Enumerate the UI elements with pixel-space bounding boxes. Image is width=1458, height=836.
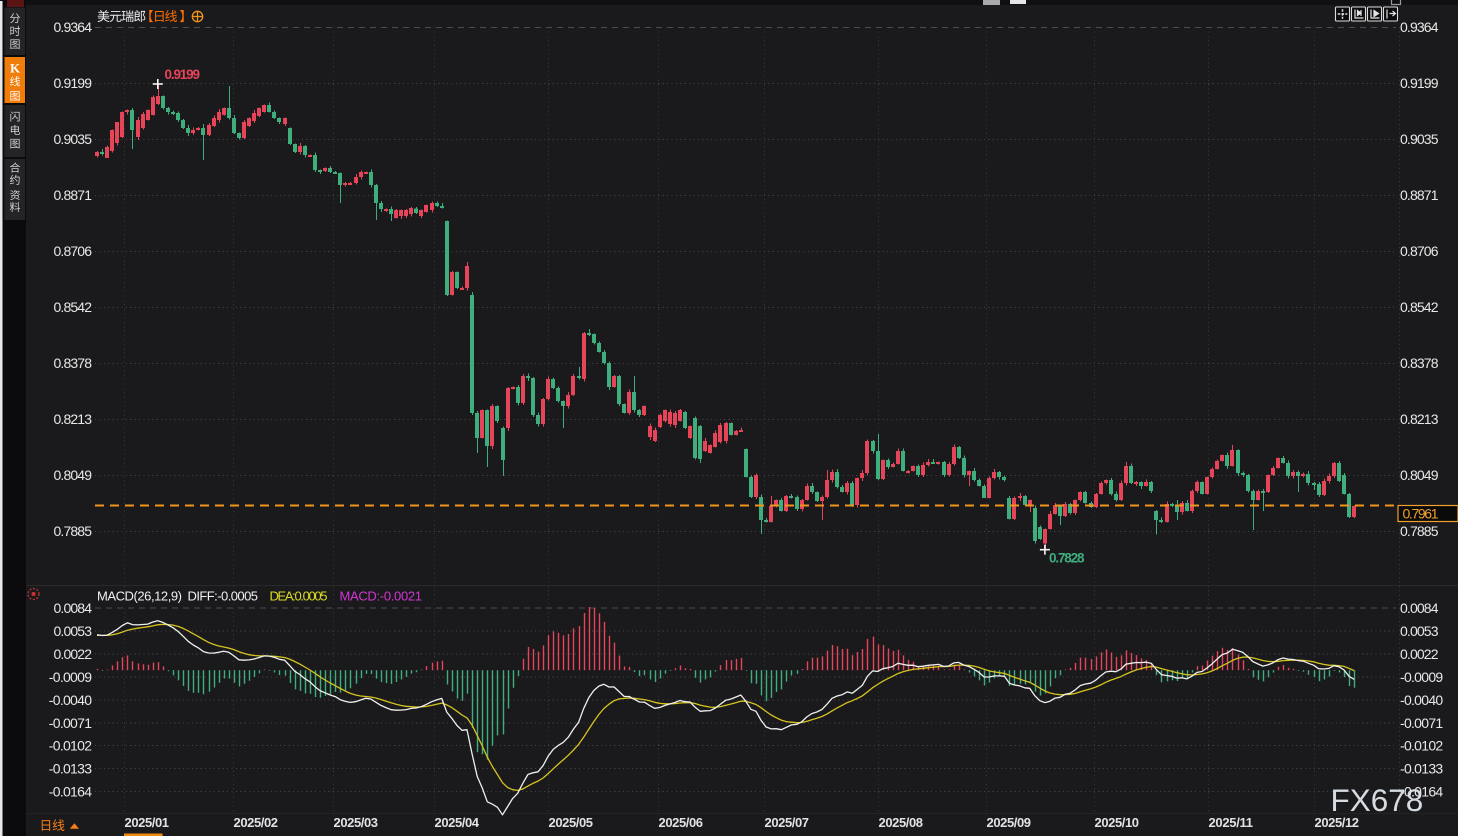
- svg-text:0.0022: 0.0022: [54, 646, 93, 662]
- svg-text:-0.0009: -0.0009: [1400, 669, 1443, 685]
- svg-text:0.8049: 0.8049: [54, 467, 93, 483]
- svg-text:0.9199: 0.9199: [165, 67, 201, 82]
- svg-text:2025/08: 2025/08: [879, 815, 924, 830]
- svg-text:-0.0009: -0.0009: [49, 669, 92, 685]
- svg-text:0.8542: 0.8542: [1400, 299, 1439, 315]
- svg-text:2025/04: 2025/04: [435, 815, 480, 830]
- svg-text:0.8378: 0.8378: [54, 355, 93, 371]
- svg-text:0.8213: 0.8213: [54, 411, 93, 427]
- svg-text:0.7885: 0.7885: [54, 523, 93, 539]
- svg-text:-0.0133: -0.0133: [49, 761, 92, 777]
- svg-text:0.9035: 0.9035: [1400, 131, 1439, 147]
- svg-text:0.8378: 0.8378: [1400, 355, 1439, 371]
- svg-text:MACD(26,12,9): MACD(26,12,9): [97, 589, 182, 604]
- svg-text:0.7828: 0.7828: [1049, 551, 1085, 566]
- svg-text:0.8706: 0.8706: [1400, 243, 1439, 259]
- svg-text:2025/12: 2025/12: [1315, 815, 1360, 830]
- svg-text:DEA:0.0005: DEA:0.0005: [270, 589, 328, 604]
- svg-text:0.9364: 0.9364: [54, 19, 93, 35]
- svg-text:2025/02: 2025/02: [234, 815, 279, 830]
- svg-text:0.8049: 0.8049: [1400, 467, 1439, 483]
- svg-text:-0.0040: -0.0040: [49, 692, 92, 708]
- svg-text:0.8871: 0.8871: [54, 187, 93, 203]
- svg-text:0.8706: 0.8706: [54, 243, 93, 259]
- svg-text:-0.0164: -0.0164: [1400, 784, 1443, 800]
- svg-text:0.9364: 0.9364: [1400, 19, 1439, 35]
- svg-text:K: K: [10, 61, 21, 76]
- svg-text:2025/10: 2025/10: [1095, 815, 1140, 830]
- svg-text:0.0084: 0.0084: [54, 600, 93, 616]
- svg-text:FX678: FX678: [1331, 782, 1424, 818]
- svg-text:-0.0133: -0.0133: [1400, 761, 1443, 777]
- svg-text:2025/06: 2025/06: [659, 815, 704, 830]
- svg-text:2025/05: 2025/05: [549, 815, 594, 830]
- svg-text:0.7961: 0.7961: [1403, 506, 1439, 522]
- svg-text:0.8871: 0.8871: [1400, 187, 1439, 203]
- svg-text:0.9199: 0.9199: [1400, 75, 1439, 91]
- svg-text:-0.0164: -0.0164: [49, 784, 92, 800]
- svg-text:-0.0102: -0.0102: [49, 738, 92, 754]
- svg-text:0.0053: 0.0053: [54, 623, 93, 639]
- svg-text:0.9035: 0.9035: [54, 131, 93, 147]
- svg-text:2025/11: 2025/11: [1209, 815, 1254, 830]
- svg-text:DIFF:-0.0005: DIFF:-0.0005: [188, 589, 259, 604]
- svg-text:2025/07: 2025/07: [765, 815, 810, 830]
- svg-text:0.0053: 0.0053: [1400, 623, 1439, 639]
- svg-text:0.9199: 0.9199: [54, 75, 93, 91]
- svg-text:2025/03: 2025/03: [334, 815, 379, 830]
- svg-text:2025/01: 2025/01: [125, 815, 170, 830]
- svg-text:-0.0071: -0.0071: [1400, 715, 1443, 731]
- svg-text:0.8213: 0.8213: [1400, 411, 1439, 427]
- svg-text:2025/09: 2025/09: [987, 815, 1032, 830]
- svg-text:0.0084: 0.0084: [1400, 600, 1439, 616]
- svg-text:0.8542: 0.8542: [54, 299, 93, 315]
- svg-text:MACD:-0.0021: MACD:-0.0021: [340, 589, 423, 604]
- svg-text:0.7885: 0.7885: [1400, 523, 1439, 539]
- svg-text:-0.0102: -0.0102: [1400, 738, 1443, 754]
- svg-text:-0.0040: -0.0040: [1400, 692, 1443, 708]
- svg-text:-0.0071: -0.0071: [49, 715, 92, 731]
- svg-text:0.0022: 0.0022: [1400, 646, 1439, 662]
